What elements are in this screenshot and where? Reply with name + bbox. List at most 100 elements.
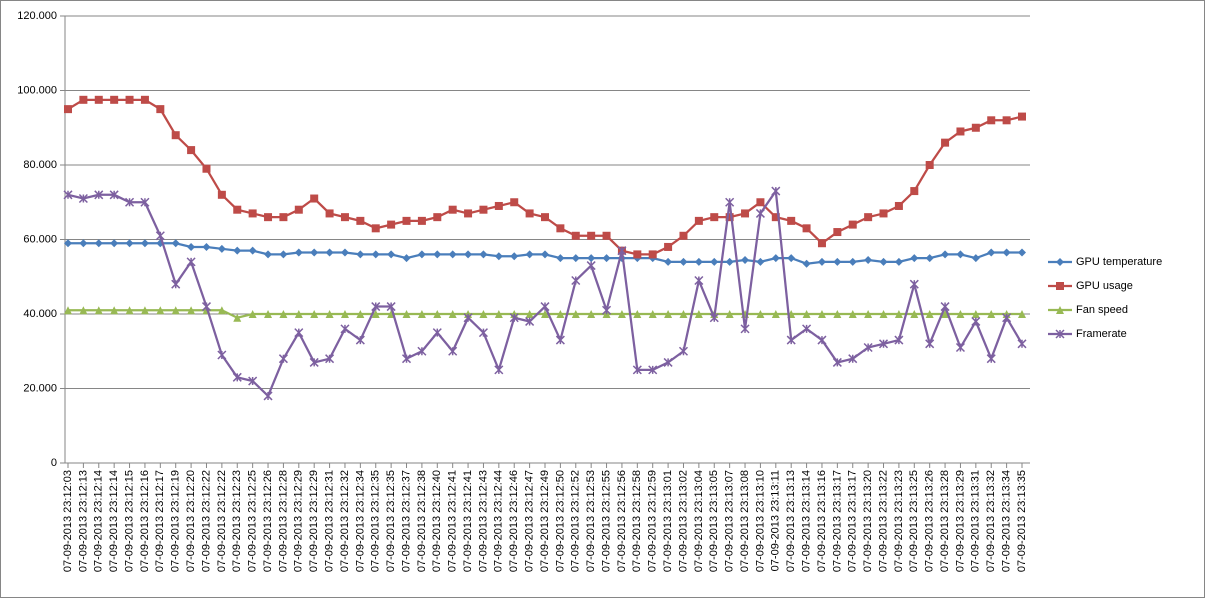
marker xyxy=(864,255,873,264)
x-tick-label: 07-09-2013 23:12:44 xyxy=(493,470,505,572)
legend-label: Fan speed xyxy=(1076,304,1128,316)
marker xyxy=(725,310,734,318)
marker xyxy=(894,310,903,318)
x-tick-label: 07-09-2013 23:12:50 xyxy=(554,470,566,572)
marker xyxy=(955,342,965,353)
marker xyxy=(464,209,473,218)
marker xyxy=(802,324,812,334)
x-tick-label: 07-09-2013 23:13:10 xyxy=(754,470,766,572)
x-tick-label: 07-09-2013 23:13:23 xyxy=(893,470,905,572)
marker xyxy=(1002,248,1011,257)
marker xyxy=(664,310,673,318)
marker xyxy=(725,197,735,207)
marker xyxy=(694,216,703,225)
marker xyxy=(64,239,72,248)
marker xyxy=(541,250,549,259)
marker xyxy=(371,224,380,233)
marker xyxy=(941,138,950,147)
marker xyxy=(233,205,242,214)
x-tick-label: 07-09-2013 23:12:40 xyxy=(431,470,443,572)
marker xyxy=(833,257,842,266)
marker xyxy=(987,310,996,318)
marker xyxy=(679,257,688,266)
marker xyxy=(802,259,811,268)
marker xyxy=(678,346,689,356)
marker xyxy=(125,239,134,248)
x-tick-label: 07-09-2013 23:12:59 xyxy=(647,470,659,572)
x-tick-label: 07-09-2013 23:12:58 xyxy=(631,470,643,572)
x-tick-label: 07-09-2013 23:13:17 xyxy=(847,470,859,572)
marker xyxy=(1056,258,1064,266)
marker xyxy=(279,310,288,318)
marker xyxy=(309,357,319,367)
marker xyxy=(879,257,888,266)
marker xyxy=(802,310,811,318)
x-tick-label: 07-09-2013 23:13:16 xyxy=(816,470,828,572)
x-tick-label: 07-09-2013 23:13:13 xyxy=(785,470,797,572)
x-tick-label: 07-09-2013 23:13:01 xyxy=(662,470,674,572)
marker xyxy=(463,313,473,323)
x-tick-label: 07-09-2013 23:12:52 xyxy=(570,470,582,572)
marker xyxy=(741,209,750,218)
marker xyxy=(402,310,411,318)
x-tick-label: 07-09-2013 23:12:47 xyxy=(524,470,536,572)
marker xyxy=(817,239,826,248)
x-tick-label: 07-09-2013 23:12:35 xyxy=(370,470,382,572)
marker xyxy=(864,310,873,318)
marker xyxy=(987,116,996,125)
marker xyxy=(587,231,596,240)
marker xyxy=(402,216,411,225)
marker xyxy=(294,328,304,338)
marker xyxy=(787,254,796,263)
marker xyxy=(356,250,365,259)
x-tick-label: 07-09-2013 23:12:19 xyxy=(170,470,182,572)
marker xyxy=(971,310,980,318)
marker xyxy=(556,310,565,318)
series xyxy=(64,239,1026,268)
marker xyxy=(479,205,488,214)
marker xyxy=(325,354,335,364)
marker xyxy=(202,242,211,251)
marker xyxy=(663,357,673,367)
marker xyxy=(371,302,381,312)
marker xyxy=(202,164,211,173)
marker xyxy=(925,339,935,349)
marker xyxy=(971,316,981,326)
marker xyxy=(556,254,565,263)
marker xyxy=(64,306,72,315)
marker xyxy=(171,239,180,248)
x-tick-label: 07-09-2013 23:13:28 xyxy=(939,470,951,572)
marker xyxy=(633,250,642,259)
marker xyxy=(679,231,688,240)
marker xyxy=(525,316,535,326)
marker xyxy=(1055,329,1065,339)
marker xyxy=(771,213,780,222)
marker xyxy=(664,242,673,251)
marker xyxy=(294,310,303,318)
marker xyxy=(833,228,842,237)
y-tick-label: 20.000 xyxy=(23,382,57,394)
marker xyxy=(832,357,842,367)
marker xyxy=(248,310,257,318)
marker xyxy=(1018,112,1026,121)
x-tick-label: 07-09-2013 23:13:14 xyxy=(800,470,812,572)
marker xyxy=(664,257,673,266)
x-tick-label: 07-09-2013 23:12:17 xyxy=(154,470,166,572)
marker xyxy=(555,335,565,345)
marker xyxy=(894,201,903,210)
series xyxy=(64,306,1026,322)
x-tick-label: 07-09-2013 23:13:29 xyxy=(954,470,966,572)
x-tick-label: 07-09-2013 23:12:13 xyxy=(77,470,89,572)
marker xyxy=(956,250,965,259)
marker xyxy=(156,306,165,315)
x-tick-label: 07-09-2013 23:13:32 xyxy=(985,470,997,572)
x-tick-label: 07-09-2013 23:12:14 xyxy=(108,470,120,572)
marker xyxy=(633,310,642,318)
marker xyxy=(125,95,134,104)
marker xyxy=(833,310,842,318)
marker xyxy=(602,254,611,263)
marker xyxy=(401,354,412,364)
x-tick-label: 07-09-2013 23:12:22 xyxy=(216,470,228,572)
marker xyxy=(417,346,427,356)
marker xyxy=(694,310,703,318)
